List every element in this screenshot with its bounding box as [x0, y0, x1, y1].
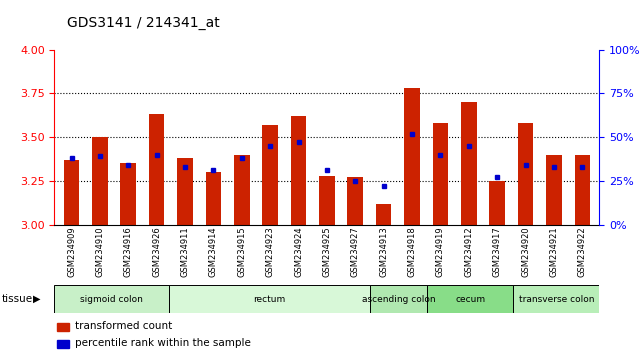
- Text: GSM234915: GSM234915: [237, 227, 246, 277]
- Bar: [546, 155, 562, 225]
- Bar: [428, 285, 513, 313]
- Bar: [376, 204, 392, 225]
- Bar: [347, 177, 363, 225]
- Bar: [518, 123, 533, 225]
- Bar: [92, 137, 108, 225]
- Text: ▶: ▶: [33, 294, 41, 304]
- Bar: [57, 323, 69, 331]
- Bar: [234, 155, 249, 225]
- Text: rectum: rectum: [253, 295, 286, 304]
- Text: GSM234912: GSM234912: [464, 227, 473, 277]
- Text: GSM234910: GSM234910: [96, 227, 104, 277]
- Text: GSM234909: GSM234909: [67, 227, 76, 277]
- Text: tissue: tissue: [1, 294, 33, 304]
- Bar: [291, 116, 306, 225]
- Bar: [206, 172, 221, 225]
- Bar: [63, 160, 79, 225]
- Bar: [574, 155, 590, 225]
- Text: GSM234917: GSM234917: [493, 227, 502, 277]
- Bar: [461, 102, 477, 225]
- Text: GSM234923: GSM234923: [265, 227, 274, 277]
- Text: GSM234914: GSM234914: [209, 227, 218, 277]
- Bar: [370, 285, 428, 313]
- Text: GSM234925: GSM234925: [322, 227, 331, 277]
- Bar: [149, 114, 165, 225]
- Text: GDS3141 / 214341_at: GDS3141 / 214341_at: [67, 16, 220, 30]
- Text: GSM234927: GSM234927: [351, 227, 360, 277]
- Bar: [121, 164, 136, 225]
- Bar: [433, 123, 448, 225]
- Text: GSM234913: GSM234913: [379, 227, 388, 277]
- Text: GSM234918: GSM234918: [408, 227, 417, 277]
- Bar: [177, 158, 193, 225]
- Bar: [169, 285, 370, 313]
- Text: GSM234911: GSM234911: [181, 227, 190, 277]
- Text: percentile rank within the sample: percentile rank within the sample: [75, 338, 251, 348]
- Bar: [262, 125, 278, 225]
- Bar: [319, 176, 335, 225]
- Text: GSM234921: GSM234921: [549, 227, 558, 277]
- Text: GSM234922: GSM234922: [578, 227, 587, 277]
- Text: GSM234924: GSM234924: [294, 227, 303, 277]
- Text: GSM234920: GSM234920: [521, 227, 530, 277]
- Text: GSM234926: GSM234926: [152, 227, 161, 277]
- Bar: [404, 88, 420, 225]
- Text: transverse colon: transverse colon: [519, 295, 594, 304]
- Bar: [489, 181, 505, 225]
- Text: GSM234919: GSM234919: [436, 227, 445, 277]
- Text: GSM234916: GSM234916: [124, 227, 133, 277]
- Bar: [57, 340, 69, 348]
- Text: cecum: cecum: [455, 295, 485, 304]
- Text: ascending colon: ascending colon: [362, 295, 435, 304]
- Text: sigmoid colon: sigmoid colon: [80, 295, 144, 304]
- Text: transformed count: transformed count: [75, 321, 172, 331]
- Bar: [513, 285, 599, 313]
- Bar: [54, 285, 169, 313]
